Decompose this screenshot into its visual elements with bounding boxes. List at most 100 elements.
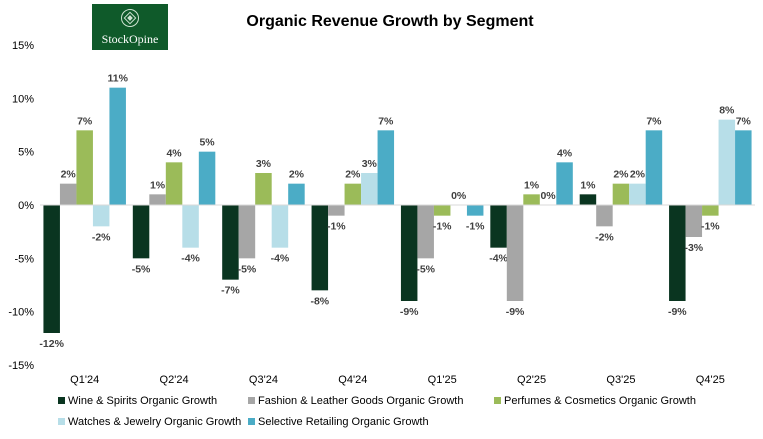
data-label: 2% (613, 169, 629, 181)
bar (198, 151, 216, 205)
bar (222, 205, 239, 280)
data-label: -4% (271, 253, 290, 265)
bar (596, 205, 613, 227)
bar (92, 205, 110, 227)
data-label: -2% (92, 231, 111, 243)
bar (311, 205, 329, 291)
legend-swatch (58, 397, 65, 404)
legend-swatch (248, 418, 255, 425)
data-label: 0% (540, 190, 556, 202)
data-label: -5% (416, 263, 435, 275)
bar (579, 194, 597, 205)
legend-label: Fashion & Leather Goods Organic Growth (258, 395, 463, 407)
y-tick-label: -15% (8, 360, 34, 372)
bar (165, 162, 183, 205)
bar (132, 205, 150, 259)
data-label: -1% (701, 221, 720, 233)
legend-label: Watches & Jewelry Organic Growth (68, 416, 241, 428)
y-tick-label: 5% (18, 147, 34, 159)
logo: StockOpine (92, 4, 168, 50)
y-tick-label: 10% (12, 93, 34, 105)
data-label: 2% (630, 169, 646, 181)
logo-diamond-icon (121, 9, 139, 27)
data-label: 7% (378, 115, 394, 127)
legend-swatch (494, 397, 501, 404)
x-tick-label: Q4'25 (696, 374, 725, 386)
bar (645, 130, 663, 205)
bar (417, 205, 434, 259)
data-label: 7% (646, 115, 662, 127)
x-tick-label: Q2'24 (160, 374, 189, 386)
data-label: -9% (400, 306, 419, 318)
x-tick-label: Q1'25 (428, 374, 457, 386)
bar (523, 194, 540, 205)
data-label: 2% (289, 169, 305, 181)
data-label: 1% (150, 179, 166, 191)
bar (433, 205, 451, 216)
y-tick-label: 0% (18, 200, 34, 212)
data-label: -5% (132, 263, 151, 275)
data-label: 2% (61, 169, 77, 181)
bar (182, 205, 199, 248)
bar (59, 183, 77, 205)
y-tick-label: -5% (14, 253, 34, 265)
bar (466, 205, 484, 216)
data-label: 5% (199, 137, 215, 149)
x-tick-label: Q4'24 (338, 374, 367, 386)
bar (718, 119, 736, 205)
data-label: 3% (256, 158, 272, 170)
bar (238, 205, 256, 259)
bar (490, 205, 507, 248)
chart-title: Organic Revenue Growth by Segment (246, 13, 534, 30)
y-tick-label: -10% (8, 307, 34, 319)
data-label: -9% (668, 306, 687, 318)
data-label: -12% (39, 338, 64, 350)
data-label: -3% (684, 242, 703, 254)
bar (735, 130, 752, 205)
data-label: 2% (345, 169, 361, 181)
data-label: -4% (489, 253, 508, 265)
bar (702, 205, 719, 216)
data-label: -1% (327, 221, 346, 233)
data-label: 1% (580, 179, 596, 191)
bar (669, 205, 686, 301)
data-label: 11% (107, 73, 128, 85)
bar (328, 205, 345, 216)
data-label: 8% (719, 105, 735, 117)
y-tick-label: 15% (12, 40, 34, 52)
bar (506, 205, 524, 301)
bar (685, 205, 703, 237)
x-tick-label: Q1'24 (70, 374, 99, 386)
data-label: 4% (166, 147, 182, 159)
bar (149, 194, 166, 205)
bar (629, 183, 646, 205)
legend-label: Wine & Spirits Organic Growth (68, 395, 217, 407)
data-label: 1% (524, 179, 540, 191)
legend-swatch (248, 397, 255, 404)
data-label: -9% (506, 306, 525, 318)
legend-swatch (58, 418, 65, 425)
bar (255, 173, 272, 205)
bar (556, 162, 573, 205)
bar (344, 183, 362, 205)
bar (109, 87, 126, 205)
data-label: 4% (557, 147, 573, 159)
data-label: -5% (238, 263, 257, 275)
logo-text: StockOpine (101, 32, 159, 46)
data-label: 7% (736, 115, 752, 127)
x-tick-label: Q3'25 (606, 374, 635, 386)
data-label: 3% (362, 158, 378, 170)
legend-label: Perfumes & Cosmetics Organic Growth (504, 395, 696, 407)
data-label: -7% (221, 285, 240, 297)
data-label: -2% (595, 231, 614, 243)
x-tick-label: Q2'25 (517, 374, 546, 386)
bar (377, 130, 395, 205)
data-label: -1% (466, 221, 485, 233)
bar (288, 183, 305, 205)
data-label: -1% (433, 221, 452, 233)
data-label: 7% (77, 115, 93, 127)
data-label: -8% (310, 295, 329, 307)
bar (76, 130, 93, 205)
